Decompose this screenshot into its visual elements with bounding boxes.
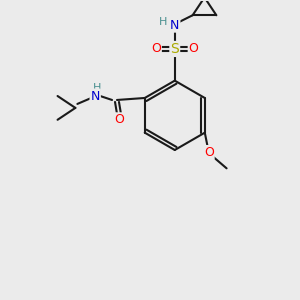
Text: O: O xyxy=(189,42,199,56)
Text: O: O xyxy=(151,42,161,56)
Text: O: O xyxy=(204,146,214,159)
Text: H: H xyxy=(93,83,101,93)
Text: O: O xyxy=(114,113,124,126)
Text: H: H xyxy=(159,17,167,27)
Text: N: N xyxy=(170,19,179,32)
Text: S: S xyxy=(170,42,179,56)
Text: N: N xyxy=(91,89,100,103)
